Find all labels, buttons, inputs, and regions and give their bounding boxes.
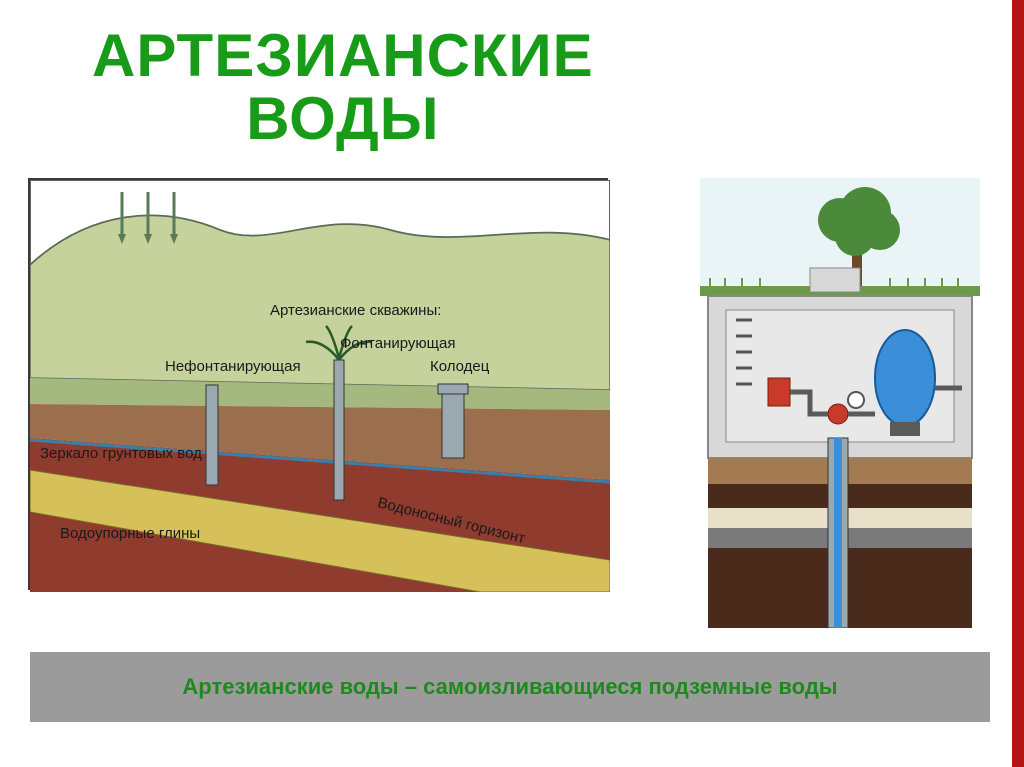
label-water-table: Зеркало грунтовых вод bbox=[40, 445, 202, 462]
pump-head-icon bbox=[828, 404, 848, 424]
label-nonflowing: Нефонтанирующая bbox=[165, 358, 301, 375]
nonflowing-well bbox=[206, 385, 218, 485]
accent-bar bbox=[1012, 0, 1024, 767]
slide-title: АРТЕЗИАНСКИЕ ВОДЫ bbox=[92, 24, 594, 150]
well-pit bbox=[438, 384, 468, 458]
label-flowing: Фонтанирующая bbox=[340, 335, 455, 352]
label-aquiclude: Водоупорные глины bbox=[60, 525, 200, 542]
label-header: Артезианские скважины: bbox=[270, 302, 441, 319]
well-water-column bbox=[834, 438, 842, 628]
caption-box: Артезианские воды – самоизливающиеся под… bbox=[30, 652, 990, 722]
label-well-pit: Колодец bbox=[430, 358, 489, 375]
pressure-tank-icon bbox=[875, 330, 935, 426]
caption-text: Артезианские воды – самоизливающиеся под… bbox=[182, 674, 837, 700]
control-panel-icon bbox=[768, 378, 790, 406]
well-svg bbox=[700, 178, 980, 628]
gauge-icon bbox=[848, 392, 864, 408]
well-installation-diagram bbox=[700, 178, 980, 628]
geology-diagram: Артезианские скважины: Фонтанирующая Неф… bbox=[28, 178, 608, 590]
